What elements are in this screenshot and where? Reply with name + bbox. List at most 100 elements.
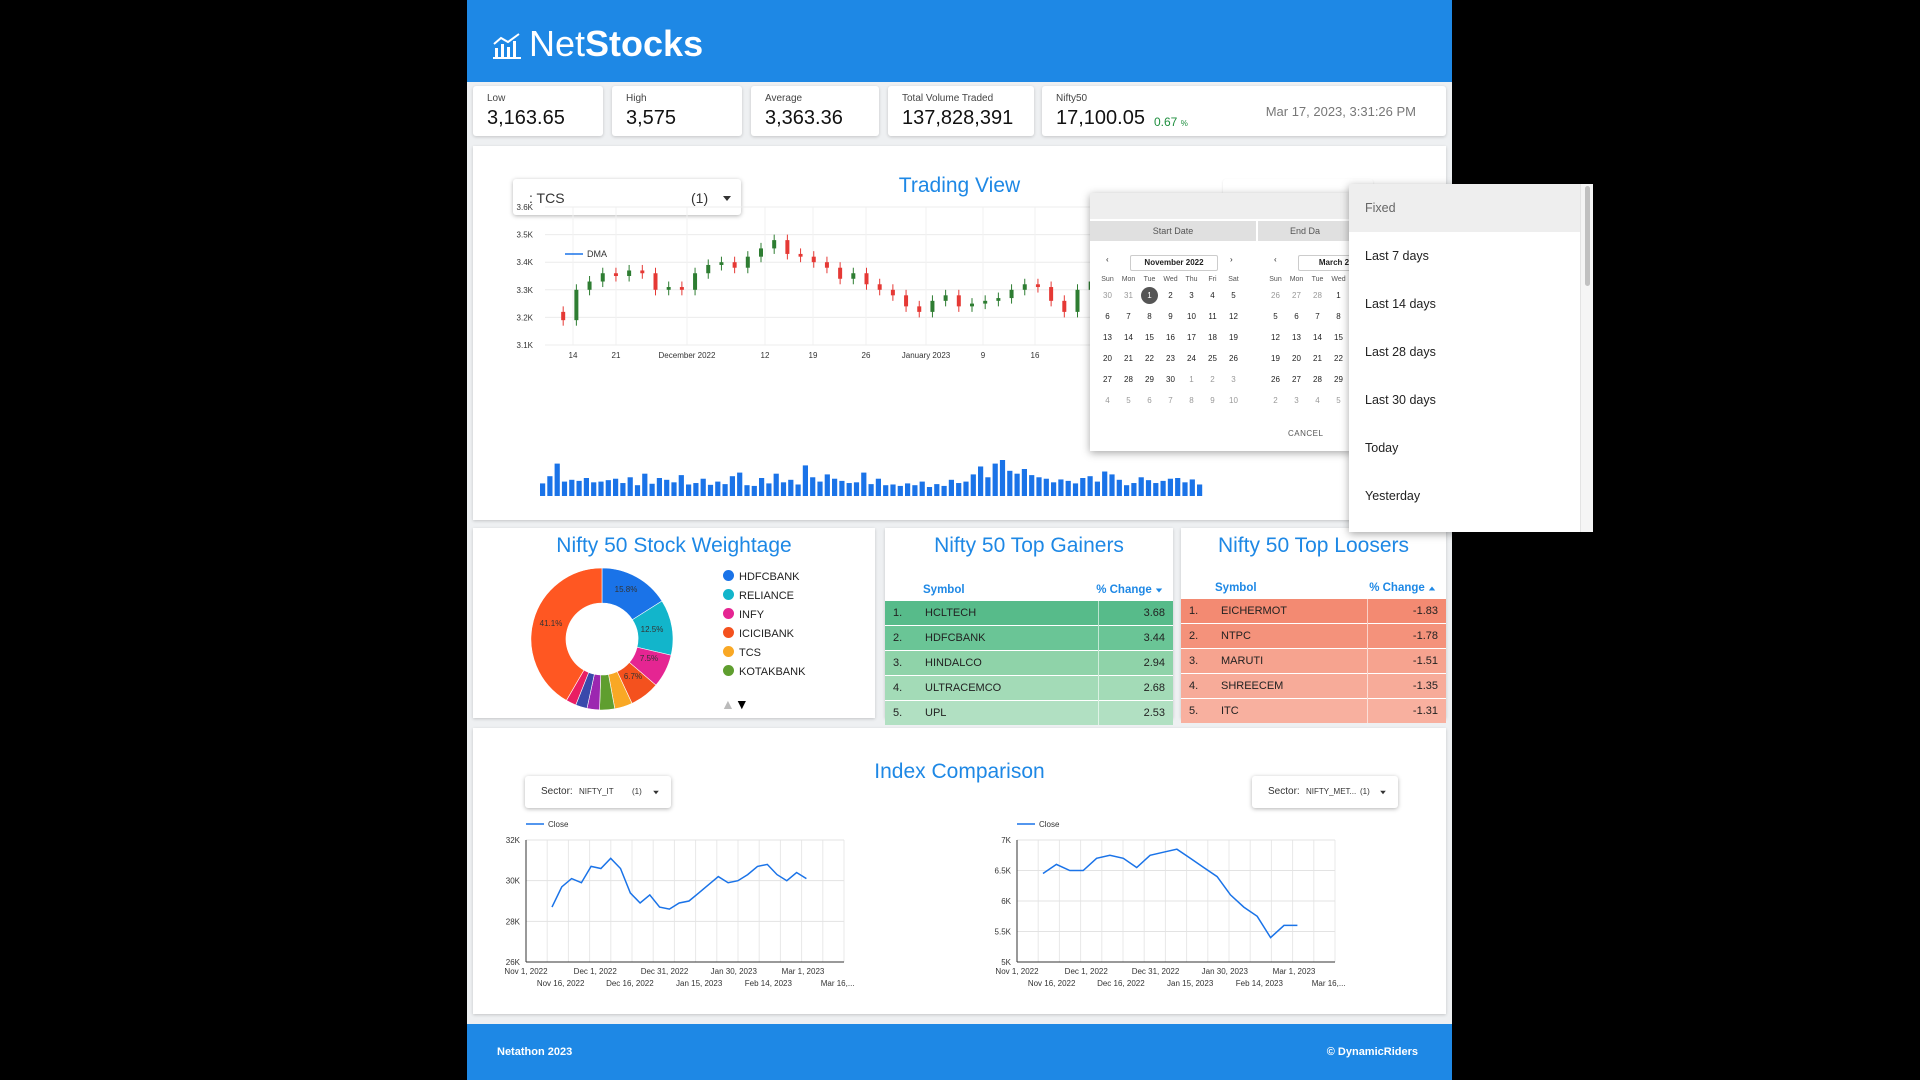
legend-item[interactable]: HDFCBANK [723,568,805,587]
day-cell[interactable]: 19 [1229,333,1238,342]
table-row[interactable]: 3. MARUTI -1.51 [1181,648,1446,674]
day-cell[interactable]: 15 [1145,333,1154,342]
table-row[interactable]: 1. HCLTECH 3.68 [885,600,1173,626]
day-cell[interactable]: 5 [1231,291,1236,300]
day-cell[interactable]: 11 [1208,312,1217,321]
day-cell[interactable]: 20 [1103,354,1112,363]
day-cell[interactable]: 3 [1189,291,1194,300]
day-cell[interactable]: 1 [1336,291,1341,300]
donut-slice[interactable] [530,567,603,701]
table-row[interactable]: 5. ITC -1.31 [1181,698,1446,723]
day-cell[interactable]: 22 [1145,354,1154,363]
table-row[interactable]: 4. ULTRACEMCO 2.68 [885,675,1173,701]
gainers-col-symbol[interactable]: Symbol [923,584,965,596]
day-cell[interactable]: 5 [1273,312,1278,321]
losers-col-symbol[interactable]: Symbol [1215,582,1257,594]
day-cell[interactable]: 9 [1210,396,1215,405]
preset-option[interactable]: Last 30 days [1365,393,1436,407]
day-cell[interactable]: 10 [1229,396,1238,405]
day-cell[interactable]: 4 [1315,396,1320,405]
day-cell[interactable]: 26 [1271,375,1280,384]
day-cell[interactable]: 10 [1187,312,1196,321]
legend-item[interactable]: ICICIBANK [723,625,805,644]
day-cell[interactable]: 2 [1210,375,1215,384]
day-cell[interactable]: 31 [1124,291,1133,300]
day-cell[interactable]: 12 [1229,312,1238,321]
day-cell[interactable]: 4 [1105,396,1110,405]
day-cell[interactable]: 3 [1231,375,1236,384]
day-cell[interactable]: 14 [1313,333,1322,342]
day-cell[interactable]: 3 [1294,396,1299,405]
day-cell[interactable]: 6 [1105,312,1110,321]
symbol-selector[interactable]: : TCS (1) [513,179,741,215]
day-cell[interactable]: 1 [1139,285,1160,306]
legend-next-icon[interactable]: ▼ [734,696,749,712]
table-row[interactable]: 5. UPL 2.53 [885,700,1173,725]
day-cell[interactable]: 30 [1103,291,1112,300]
losers-col-change[interactable]: % Change [1369,582,1436,594]
day-cell[interactable]: 27 [1292,291,1301,300]
next-month-icon[interactable]: › [1230,255,1233,264]
table-row[interactable]: 3. HINDALCO 2.94 [885,650,1173,676]
day-cell[interactable]: 8 [1147,312,1152,321]
sector-selector-right[interactable]: Sector: NIFTY_MET... (1) [1252,776,1398,808]
day-cell[interactable]: 6 [1294,312,1299,321]
day-cell[interactable]: 8 [1189,396,1194,405]
day-cell[interactable]: 28 [1124,375,1133,384]
prev-month-icon[interactable]: ‹ [1106,255,1109,264]
day-cell[interactable]: 6 [1147,396,1152,405]
legend-prev-icon[interactable]: ▲ [721,696,735,712]
day-cell[interactable]: 15 [1334,333,1343,342]
day-cell[interactable]: 25 [1208,354,1217,363]
preset-option[interactable]: Fixed [1349,184,1593,232]
day-cell[interactable]: 7 [1126,312,1131,321]
preset-option[interactable]: Yesterday [1365,489,1421,503]
table-row[interactable]: 2. NTPC -1.78 [1181,623,1446,649]
scrollbar-thumb[interactable] [1585,186,1590,286]
day-cell[interactable]: 28 [1313,291,1322,300]
day-cell[interactable]: 19 [1271,354,1280,363]
day-cell[interactable]: 16 [1166,333,1175,342]
start-month-label[interactable]: November 2022 [1130,255,1218,271]
legend-item[interactable]: TCS [723,644,805,663]
day-cell[interactable]: 23 [1166,354,1175,363]
gainers-col-change[interactable]: % Change [1096,584,1163,596]
day-cell[interactable]: 1 [1189,375,1194,384]
day-cell[interactable]: 24 [1187,354,1196,363]
day-cell[interactable]: 7 [1168,396,1173,405]
day-cell[interactable]: 4 [1210,291,1215,300]
preset-option[interactable]: Today [1365,441,1399,455]
day-cell[interactable]: 2 [1273,396,1278,405]
cancel-button[interactable]: CANCEL [1288,429,1324,438]
day-cell[interactable]: 14 [1124,333,1133,342]
table-row[interactable]: 2. HDFCBANK 3.44 [885,625,1173,651]
end-prev-month-icon[interactable]: ‹ [1274,255,1277,264]
day-cell[interactable]: 22 [1334,354,1343,363]
sector-selector-left[interactable]: Sector: NIFTY_IT (1) [525,776,671,808]
legend-item[interactable]: INFY [723,606,805,625]
table-row[interactable]: 4. SHREECEM -1.35 [1181,673,1446,699]
day-cell[interactable]: 9 [1168,312,1173,321]
day-cell[interactable]: 27 [1292,375,1301,384]
day-cell[interactable]: 18 [1208,333,1217,342]
day-cell[interactable]: 26 [1271,291,1280,300]
preset-option[interactable]: Last 7 days [1365,249,1429,263]
day-cell[interactable]: 5 [1126,396,1131,405]
day-cell[interactable]: 30 [1166,375,1175,384]
day-cell[interactable]: 8 [1336,312,1341,321]
preset-option[interactable]: Last 14 days [1365,297,1436,311]
preset-scrollbar[interactable] [1580,184,1593,532]
day-cell[interactable]: 21 [1313,354,1322,363]
day-cell[interactable]: 28 [1313,375,1322,384]
day-cell[interactable]: 17 [1187,333,1196,342]
day-cell[interactable]: 21 [1124,354,1133,363]
day-cell[interactable]: 26 [1229,354,1238,363]
day-cell[interactable]: 13 [1292,333,1301,342]
legend-item[interactable]: RELIANCE [723,587,805,606]
day-cell[interactable]: 20 [1292,354,1301,363]
day-cell[interactable]: 2 [1168,291,1173,300]
table-row[interactable]: 1. EICHERMOT -1.83 [1181,598,1446,624]
day-cell[interactable]: 27 [1103,375,1112,384]
day-cell[interactable]: 13 [1103,333,1112,342]
day-cell[interactable]: 29 [1334,375,1343,384]
